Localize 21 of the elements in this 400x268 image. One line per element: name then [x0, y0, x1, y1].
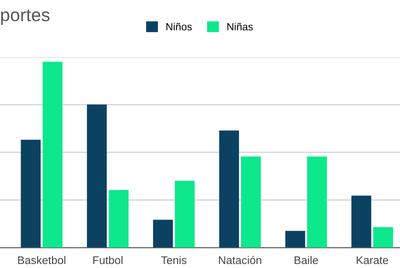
- bar: [42, 62, 62, 248]
- chart-title: portes: [1, 9, 50, 25]
- x-tick-label: Futbol: [93, 256, 122, 264]
- x-tick-label: Basketbol: [18, 256, 66, 264]
- bar: [219, 130, 240, 248]
- x-tick-label: Karate: [356, 256, 388, 264]
- bar: [240, 156, 261, 248]
- x-tick-label: Tenis: [161, 256, 186, 264]
- bar: [20, 140, 41, 248]
- bar: [86, 104, 107, 248]
- bar: [174, 180, 195, 248]
- bar: [285, 230, 306, 248]
- x-tick-label: Natación: [218, 256, 262, 264]
- bar: [108, 190, 129, 248]
- bar: [351, 196, 372, 248]
- legend-label: Niños: [166, 22, 192, 30]
- bar: [307, 156, 327, 248]
- legend-label: Niñas: [227, 22, 253, 30]
- bar: [373, 227, 394, 248]
- bar: [153, 220, 173, 248]
- x-tick-label: Baile: [294, 256, 318, 264]
